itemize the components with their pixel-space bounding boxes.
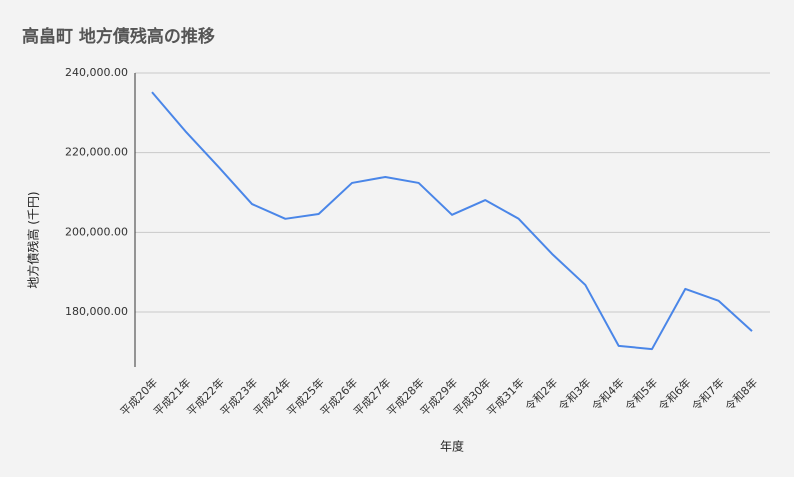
chart-title: 高畠町 地方債残高の推移	[22, 26, 215, 47]
x-tick-label: 平成31年	[484, 375, 527, 418]
y-tick-label: 200,000.00	[65, 225, 128, 238]
x-tick-label: 令和7年	[689, 375, 727, 413]
line	[151, 91, 753, 351]
y-tick-label: 180,000.00	[65, 305, 128, 318]
x-axis-title: 年度	[440, 439, 464, 454]
y-axis-title: 地方債残高 (千円)	[26, 191, 41, 288]
x-tick-label: 令和5年	[622, 375, 660, 413]
y-tick-label: 220,000.00	[65, 146, 128, 159]
x-tick-label: 令和8年	[722, 375, 760, 413]
y-tick-label: 240,000.00	[65, 66, 128, 79]
x-tick-label: 令和2年	[522, 375, 560, 413]
x-tick-label: 令和6年	[655, 375, 693, 413]
x-tick-label: 令和4年	[589, 375, 627, 413]
x-tick-label: 令和3年	[555, 375, 593, 413]
